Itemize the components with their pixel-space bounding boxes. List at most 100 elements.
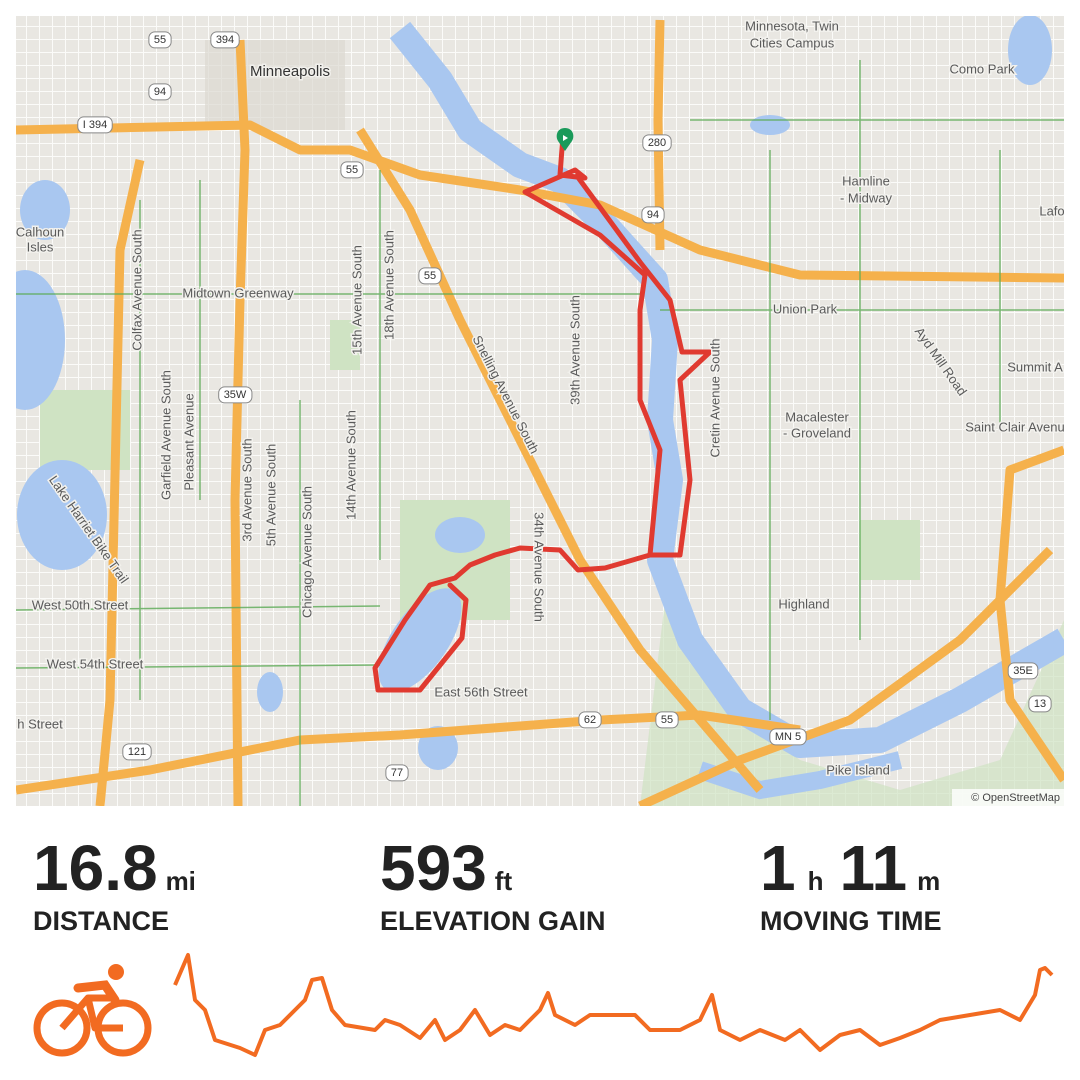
map-label: Hamline <box>842 173 890 188</box>
map-label: 14th Avenue South <box>343 410 358 520</box>
map-label: h Street <box>17 716 63 731</box>
map-feature <box>435 517 485 553</box>
map-label: Pike Island <box>826 762 890 777</box>
map-label: Summit A <box>1007 359 1063 374</box>
shield-label: 55 <box>154 34 166 46</box>
shield-box <box>1028 695 1052 713</box>
map-label: Chicago Avenue South <box>299 486 314 618</box>
map-label: 5th Avenue South <box>263 444 278 546</box>
shield-box <box>642 134 672 152</box>
map-label: Garfield Avenue South <box>158 370 173 500</box>
shield-label: 94 <box>647 209 659 221</box>
cycling-icon <box>33 964 152 1057</box>
shield-box <box>210 31 240 49</box>
shield-box <box>340 161 364 179</box>
map-label: 18th Avenue South <box>381 230 396 340</box>
stat-unit: m <box>917 866 940 896</box>
map-label: 34th Avenue South <box>532 512 547 622</box>
stat-label: MOVING TIME <box>760 906 942 936</box>
route-shield: 280 <box>642 134 672 152</box>
map-label: Union Park <box>773 301 838 316</box>
map-label: Highland <box>778 596 829 611</box>
map-label: Calhoun <box>16 224 64 239</box>
map-label: Minnesota, Twin <box>745 18 839 33</box>
route-shield: 77 <box>385 764 409 782</box>
shield-label: 55 <box>661 714 673 726</box>
map-feature <box>108 964 124 980</box>
route-shield: 55 <box>418 267 442 285</box>
shield-box <box>218 386 253 404</box>
shield-box <box>148 83 172 101</box>
map-label: Como Park <box>949 61 1015 76</box>
stat-value: 593 <box>380 832 487 904</box>
map-label: Lafo <box>1039 203 1064 218</box>
shield-box <box>641 206 665 224</box>
map-label: - Midway <box>840 190 893 205</box>
map-feature <box>697 751 903 800</box>
stat-value: 16.8 mi <box>33 832 196 904</box>
map-feature <box>16 16 1064 806</box>
map-label: 15th Avenue South <box>349 245 364 355</box>
map-feature <box>73 980 120 1005</box>
map-feature <box>16 60 1064 806</box>
shield-label: 394 <box>216 34 234 46</box>
map-feature <box>95 159 145 806</box>
map-label: 39th Avenue South <box>567 295 582 405</box>
route-shield: I 394 <box>77 116 113 134</box>
stat-unit: ft <box>495 866 513 896</box>
route-shield: 62 <box>578 711 602 729</box>
shield-label: 55 <box>346 164 358 176</box>
map-feature <box>330 320 360 370</box>
map-feature <box>17 460 107 570</box>
map-label: - Groveland <box>783 425 851 440</box>
map-feature <box>16 664 381 669</box>
shield-box <box>148 31 172 49</box>
stat-unit: mi <box>166 866 196 896</box>
shield-label: 121 <box>128 746 146 758</box>
route-shield: 35E <box>1007 662 1039 680</box>
map: Minneapolis Minnesota, Twin Cities Campu… <box>16 16 1064 806</box>
shield-label: MN 5 <box>775 731 801 743</box>
map-label: Pleasant Avenue <box>181 393 196 490</box>
route-shield: 55 <box>340 161 364 179</box>
map-feature <box>378 588 462 692</box>
map-label: Colfax Avenue South <box>129 229 144 350</box>
shield-box <box>385 764 409 782</box>
elevation-profile <box>173 953 1054 1057</box>
map-label: Isles <box>27 239 54 254</box>
stat-value: 1 h 11 m <box>760 832 940 904</box>
route-shield: 55 <box>655 711 679 729</box>
shield-label: 62 <box>584 714 596 726</box>
map-label: Cretin Avenue South <box>707 338 722 457</box>
shield-box <box>655 711 679 729</box>
map-label: West 50th Street <box>32 597 129 612</box>
map-feature <box>16 270 65 410</box>
shield-label: 35E <box>1013 665 1033 677</box>
map-feature <box>750 115 790 135</box>
map-label: Midtown Greenway <box>182 285 294 300</box>
route-shield: 55 <box>148 31 172 49</box>
stat-value: 16.8 <box>33 832 158 904</box>
route-shield: 121 <box>122 743 152 761</box>
map-feature <box>952 789 1064 806</box>
route-shield: MN 5 <box>769 728 807 746</box>
stat-label: ELEVATION GAIN <box>380 906 606 936</box>
shield-box <box>578 711 602 729</box>
map-feature <box>33 999 91 1057</box>
attribution: © OpenStreetMap <box>971 792 1060 804</box>
route-shield: 13 <box>1028 695 1052 713</box>
stat-value: 1 <box>760 832 796 904</box>
map-feature <box>640 560 1064 806</box>
map-feature <box>16 710 801 795</box>
shield-label: 77 <box>391 767 403 779</box>
shield-label: I 394 <box>83 119 107 131</box>
shield-label: 35W <box>224 389 247 401</box>
route-shield: 35W <box>218 386 253 404</box>
map-feature <box>389 21 1064 758</box>
map-label: Cities Campus <box>750 35 835 50</box>
map-label: Minneapolis <box>250 63 330 80</box>
